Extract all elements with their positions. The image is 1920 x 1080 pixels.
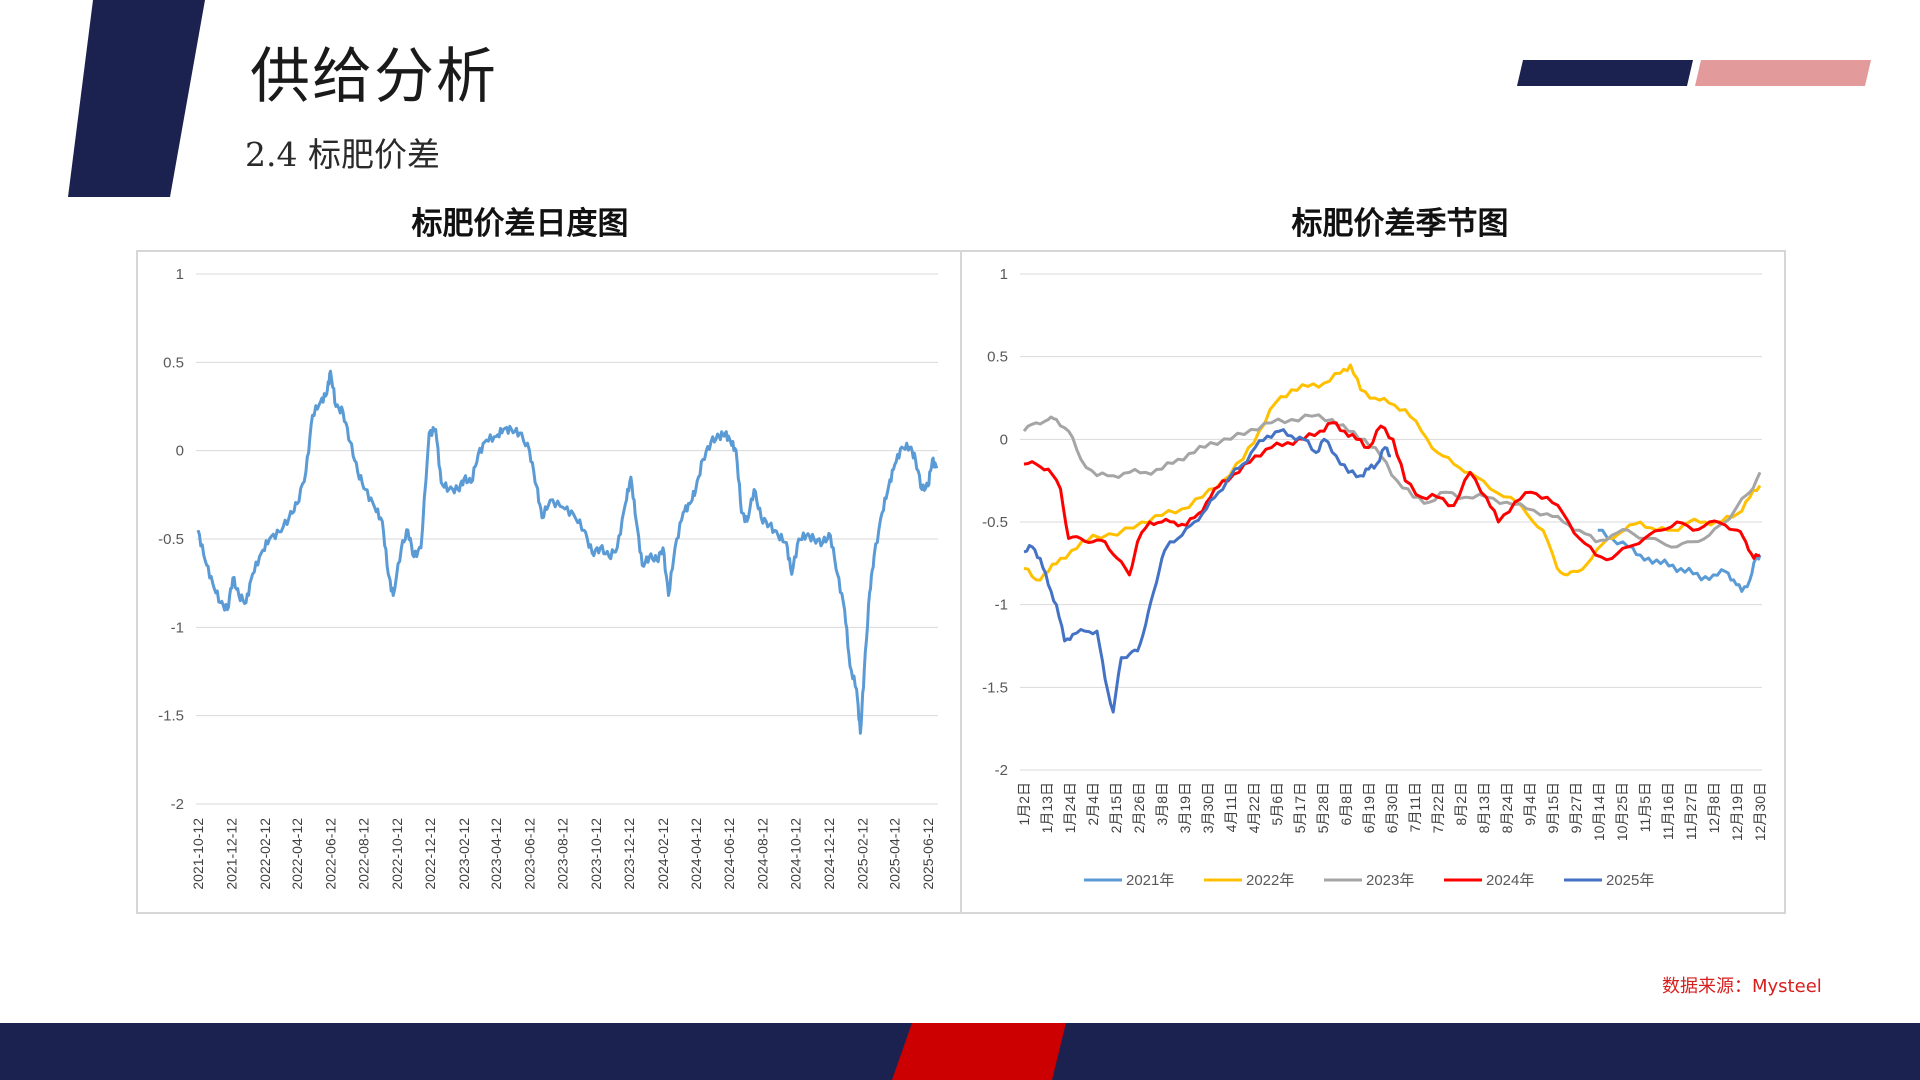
y-tick-label: -2 [171,796,184,813]
seasonal-chart-svg: 1 0.5 0 -0.5 -1 -1.5 -2 1月2日 1月13日 1月24日 2月4日 2月15日… [982,266,1768,889]
navy-stripe [1517,60,1693,86]
x-tick-label: 6月19日 [1361,782,1377,833]
x-tick-label: 11月27日 [1683,782,1699,840]
x-tick-label: 11月16日 [1660,782,1676,840]
y-tick-label: -1.5 [982,679,1008,696]
x-tick-label: 4月11日 [1223,782,1239,832]
y-tick-label: 0.5 [987,349,1008,366]
y-tick-label: 1 [176,266,184,283]
y-tick-label: -1.5 [158,708,184,725]
x-tick-label: 1月24日 [1062,782,1078,833]
x-tick-label: 6月30日 [1384,782,1400,833]
x-tick-label: 1月2日 [1016,782,1032,826]
daily-chart-svg: 1 0.5 0 -0.5 -1 -1.5 -2 2021-10-12 2021-12-12 202… [158,266,939,890]
x-tick-label: 3月30日 [1200,782,1216,833]
x-tick-label: 2022-06-12 [322,818,338,890]
bottom-red-block [892,1023,1066,1080]
seasonal-chart: 1 0.5 0 -0.5 -1 -1.5 -2 1月2日 1月13日 1月24日 2月4日 2月15日… [960,250,1786,914]
x-tick-label: 2023-12-12 [621,818,637,890]
x-tick-label: 2023-04-12 [488,818,504,890]
series-line-4 [1023,421,1761,577]
x-tick-label: 2024-12-12 [821,818,837,890]
x-tick-label: 4月22日 [1246,782,1262,833]
series-line-daily [196,369,939,735]
x-tick-label: 12月19日 [1729,782,1745,841]
x-tick-label: 1月13日 [1039,782,1055,833]
page-title: 供给分析 [250,42,498,112]
x-tick-label: 2022-12-12 [422,818,438,890]
page-subtitle: 2.4 标肥价差 [245,135,440,174]
legend-label: 2023年 [1366,872,1414,889]
x-tick-label: 6月8日 [1338,782,1354,826]
y-tick-label: -1 [995,597,1008,614]
left-title-bar [68,0,205,197]
x-tick-label: 2024-02-12 [655,818,671,890]
daily-chart-title: 标肥价差日度图 [411,206,629,242]
x-tick-label: 7月22日 [1430,782,1446,833]
x-tick-label: 9月15日 [1545,782,1561,833]
legend-label: 2021年 [1126,872,1174,889]
legend-label: 2025年 [1606,872,1654,889]
x-tick-label: 2022-10-12 [389,818,405,890]
x-tick-label: 8月13日 [1476,782,1492,833]
x-tick-label: 8月24日 [1499,782,1515,833]
seasonal-chart-title: 标肥价差季节图 [1291,206,1509,242]
series-line-2 [1023,363,1762,582]
x-tick-label: 5月17日 [1292,782,1308,833]
x-tick-label: 2月4日 [1085,782,1101,826]
series-line-1 [1597,528,1762,593]
legend-label: 2022年 [1246,872,1294,889]
y-tick-label: -0.5 [158,531,184,548]
x-tick-label: 2023-06-12 [521,818,537,890]
x-tick-label: 5月28日 [1315,782,1331,833]
x-tick-label: 3月8日 [1154,782,1170,826]
x-tick-label: 2021-12-12 [223,818,239,890]
pink-stripe [1695,60,1871,86]
x-tick-label: 2月15日 [1108,782,1124,833]
x-tick-label: 2024-08-12 [754,818,770,890]
x-tick-label: 3月19日 [1177,782,1193,833]
navy-parallelogram [68,0,205,197]
y-tick-label: -1 [171,619,184,636]
x-tick-label: 2023-02-12 [456,818,472,890]
x-tick-label: 2025-02-12 [855,818,871,890]
x-tick-label: 10月25日 [1614,782,1630,841]
bottom-band [0,1023,1920,1080]
x-tick-label: 12月8日 [1706,782,1722,833]
y-tick-label: -0.5 [982,514,1008,531]
x-tick-label: 11月5日 [1637,782,1653,832]
x-tick-label: 2023-08-12 [555,818,571,890]
y-tick-label: 0.5 [163,354,184,371]
top-right-bars [1517,60,1871,86]
legend-label: 2024年 [1486,872,1534,889]
x-tick-label: 9月27日 [1568,782,1584,833]
x-tick-label: 2022-08-12 [356,818,372,890]
x-tick-label: 2023-10-12 [588,818,604,890]
x-tick-label: 5月6日 [1269,782,1285,826]
y-tick-label: 1 [1000,266,1008,283]
y-tick-label: -2 [995,762,1008,779]
x-tick-label: 10月14日 [1591,782,1607,841]
series-line-5 [1023,428,1392,714]
x-tick-label: 8月2日 [1453,782,1469,826]
x-tick-label: 2024-06-12 [721,818,737,890]
x-tick-label: 2024-10-12 [788,818,804,890]
series-line-3 [1022,413,1762,549]
x-tick-label: 2021-10-12 [190,818,206,890]
x-tick-label: 7月11日 [1407,782,1423,832]
x-tick-label: 2022-04-12 [289,818,305,890]
x-tick-label: 2025-06-12 [920,818,936,890]
x-tick-label: 9月4日 [1522,782,1538,826]
x-tick-label: 2月26日 [1131,782,1147,833]
daily-chart: 1 0.5 0 -0.5 -1 -1.5 -2 2021-10-12 2021-12-12 202… [136,250,962,914]
y-tick-label: 0 [176,443,184,460]
x-tick-label: 2022-02-12 [257,818,273,890]
x-tick-label: 12月30日 [1752,782,1768,841]
x-tick-label: 2024-04-12 [688,818,704,890]
data-source-note: 数据来源：Mysteel [1662,976,1822,997]
y-tick-label: 0 [1000,431,1008,448]
x-tick-label: 2025-04-12 [887,818,903,890]
